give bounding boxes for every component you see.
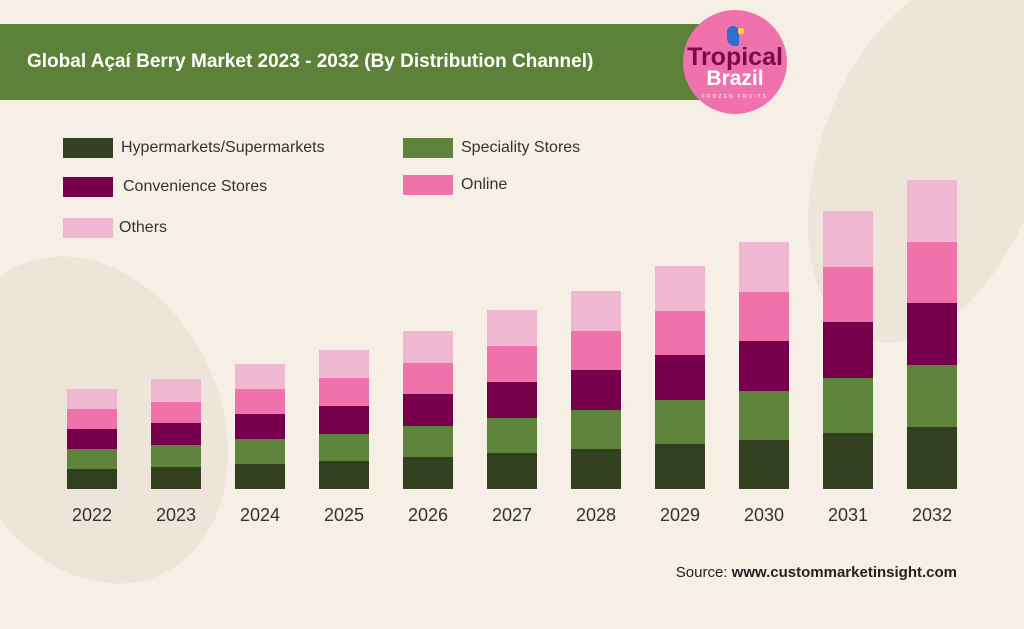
bar-segment-2025-4 [319,350,369,378]
legend-label: Online [461,176,508,193]
bar-segment-2027-1 [487,418,537,453]
bar-segment-2022-0 [67,469,117,489]
legend-item-speciality: Speciality Stores [403,138,580,158]
bar-segment-2028-0 [571,449,621,489]
legend-label: Speciality Stores [461,139,581,156]
bar-segment-2032-2 [907,303,957,365]
bar-segment-2027-0 [487,453,537,489]
x-tick-label: 2026 [407,505,449,525]
bar-segment-2023-2 [151,423,201,445]
bar-segment-2024-3 [235,389,285,414]
bar-segment-2028-4 [571,291,621,331]
bar-segment-2024-0 [235,464,285,489]
bar-segment-2022-1 [67,449,117,469]
parrot-icon [727,26,739,46]
bar-segment-2027-3 [487,346,537,382]
x-tick-label: 2031 [827,505,869,525]
legend-label: Hypermarkets/Supermarkets [121,139,325,156]
title-banner: Global Açaí Berry Market 2023 - 2032 (By… [0,24,705,100]
bar-segment-2022-2 [67,429,117,449]
legend-label: Others [119,219,168,236]
x-tick-label: 2028 [575,505,617,525]
x-tick-label: 2030 [743,505,785,525]
legend-swatch [63,218,113,238]
bar-segment-2023-1 [151,445,201,467]
x-tick-label: 2024 [239,505,281,525]
bar-segment-2023-3 [151,402,201,423]
bar-segment-2025-1 [319,434,369,461]
bar-segment-2030-3 [739,292,789,341]
x-tick-label: 2029 [659,505,701,525]
bar-segment-2032-3 [907,242,957,303]
legend-swatch [403,175,453,195]
bar-segment-2026-1 [403,426,453,457]
bar-segment-2029-0 [655,444,705,489]
legend-label: Convenience Stores [123,178,268,195]
bar-segment-2025-0 [319,461,369,489]
logo-line1: Tropical [687,43,783,71]
bar-segment-2030-1 [739,391,789,440]
legend-item-online: Online [403,175,507,195]
source-note: Source: www.custommarketinsight.com [676,564,957,581]
bar-segment-2025-3 [319,378,369,406]
bar-segment-2031-4 [823,211,873,267]
x-tick-label: 2025 [323,505,365,525]
bar-segment-2026-0 [403,457,453,489]
bar-segment-2026-3 [403,363,453,394]
bar-segment-2029-2 [655,355,705,400]
bar-segment-2024-2 [235,414,285,439]
bar-segment-2023-4 [151,379,201,402]
legend-item-hypermarkets: Hypermarkets/Supermarkets [63,138,325,158]
bar-segment-2029-3 [655,311,705,355]
bar-segment-2023-0 [151,467,201,489]
logo-line3: FROZEN FRUITS [702,94,768,100]
x-tick-label: 2023 [155,505,197,525]
bar-segment-2032-0 [907,427,957,489]
chart-title: Global Açaí Berry Market 2023 - 2032 (By… [27,51,594,72]
bar-segment-2028-1 [571,410,621,449]
bar-segment-2029-1 [655,400,705,444]
bar-segment-2026-2 [403,394,453,426]
source-label: Source: [675,564,728,581]
bar-segment-2031-1 [823,378,873,433]
bar-segment-2025-2 [319,406,369,434]
legend-item-convenience: Convenience Stores [63,177,267,197]
x-tick-label: 2022 [71,505,113,525]
legend-swatch [403,138,453,158]
bar-segment-2030-4 [739,242,789,292]
bar-segment-2028-3 [571,331,621,370]
parrot-beak-icon [738,28,744,34]
x-tick-label: 2032 [911,505,953,525]
legend-swatch [63,177,113,197]
bar-segment-2031-3 [823,267,873,322]
bar-segment-2032-4 [907,180,957,242]
bar-segment-2031-0 [823,433,873,489]
bar-segment-2029-4 [655,266,705,311]
bar-segment-2031-2 [823,322,873,378]
bar-segment-2032-1 [907,365,957,427]
bar-segment-2022-3 [67,409,117,429]
bar-segment-2030-2 [739,341,789,391]
palm-leaf-decoration [761,0,1024,377]
bar-segment-2027-2 [487,382,537,418]
x-tick-label: 2027 [491,505,533,525]
bar-segment-2026-4 [403,331,453,363]
source-site: www.custommarketinsight.com [731,564,957,581]
legend-item-others: Others [63,218,167,238]
legend-swatch [63,138,113,158]
logo-line2: Brazil [706,67,764,90]
bar-segment-2024-4 [235,364,285,389]
bar-segment-2027-4 [487,310,537,346]
bar-segment-2022-4 [67,389,117,409]
bar-segment-2030-0 [739,440,789,489]
bar-segment-2028-2 [571,370,621,410]
tropical-brazil-logo: Tropical Brazil FROZEN FRUITS [683,10,787,114]
bar-segment-2024-1 [235,439,285,464]
